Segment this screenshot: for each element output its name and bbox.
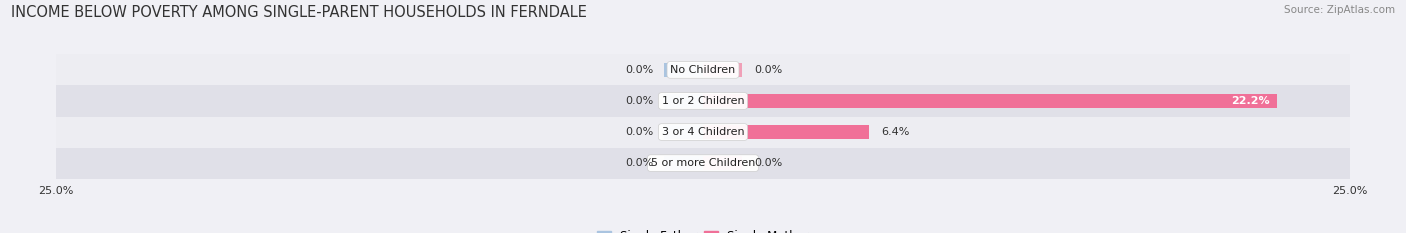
- Bar: [703, 63, 742, 77]
- Text: 6.4%: 6.4%: [882, 127, 910, 137]
- Text: 0.0%: 0.0%: [626, 96, 654, 106]
- Bar: [664, 94, 703, 108]
- Text: 0.0%: 0.0%: [755, 65, 783, 75]
- Bar: [664, 156, 703, 170]
- Text: Source: ZipAtlas.com: Source: ZipAtlas.com: [1284, 5, 1395, 15]
- Text: No Children: No Children: [671, 65, 735, 75]
- Text: INCOME BELOW POVERTY AMONG SINGLE-PARENT HOUSEHOLDS IN FERNDALE: INCOME BELOW POVERTY AMONG SINGLE-PARENT…: [11, 5, 588, 20]
- Text: 0.0%: 0.0%: [626, 158, 654, 168]
- Bar: [56, 147, 1350, 179]
- Text: 0.0%: 0.0%: [626, 127, 654, 137]
- Text: 3 or 4 Children: 3 or 4 Children: [662, 127, 744, 137]
- Text: 0.0%: 0.0%: [755, 158, 783, 168]
- Text: 22.2%: 22.2%: [1230, 96, 1270, 106]
- Bar: [703, 94, 1277, 108]
- Bar: [703, 125, 869, 139]
- Legend: Single Father, Single Mother: Single Father, Single Mother: [592, 225, 814, 233]
- Bar: [56, 54, 1350, 86]
- Bar: [56, 116, 1350, 147]
- Bar: [703, 156, 742, 170]
- Text: 1 or 2 Children: 1 or 2 Children: [662, 96, 744, 106]
- Text: 5 or more Children: 5 or more Children: [651, 158, 755, 168]
- Text: 0.0%: 0.0%: [626, 65, 654, 75]
- Bar: [664, 63, 703, 77]
- Bar: [56, 86, 1350, 116]
- Bar: [664, 125, 703, 139]
